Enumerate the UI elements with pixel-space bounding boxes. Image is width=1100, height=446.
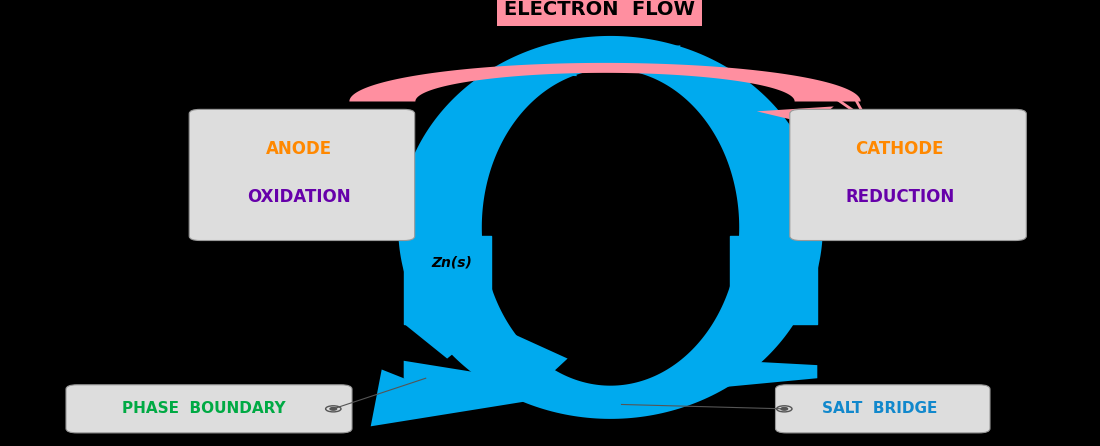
Polygon shape [404,361,817,413]
PathPatch shape [398,36,823,419]
Text: CATHODE: CATHODE [856,140,944,158]
Polygon shape [404,324,491,359]
Polygon shape [757,107,834,124]
FancyBboxPatch shape [776,385,990,433]
Text: OXIDATION: OXIDATION [248,188,351,206]
Text: SALT  BRIDGE: SALT BRIDGE [823,401,937,416]
Text: ANODE: ANODE [266,140,332,158]
Polygon shape [490,57,576,76]
Polygon shape [371,369,588,426]
Text: Cu(q): Cu(q) [654,256,697,269]
Text: PHASE  BOUNDARY: PHASE BOUNDARY [122,401,285,416]
Polygon shape [491,324,568,389]
Circle shape [330,408,337,410]
Polygon shape [585,45,681,67]
Text: ELECTRON  FLOW: ELECTRON FLOW [504,0,695,19]
FancyBboxPatch shape [66,385,352,433]
Polygon shape [350,63,860,102]
Text: REDUCTION: REDUCTION [845,188,955,206]
FancyBboxPatch shape [790,109,1026,240]
FancyBboxPatch shape [189,109,415,240]
Text: Zn(s): Zn(s) [431,256,472,269]
Circle shape [781,408,788,410]
